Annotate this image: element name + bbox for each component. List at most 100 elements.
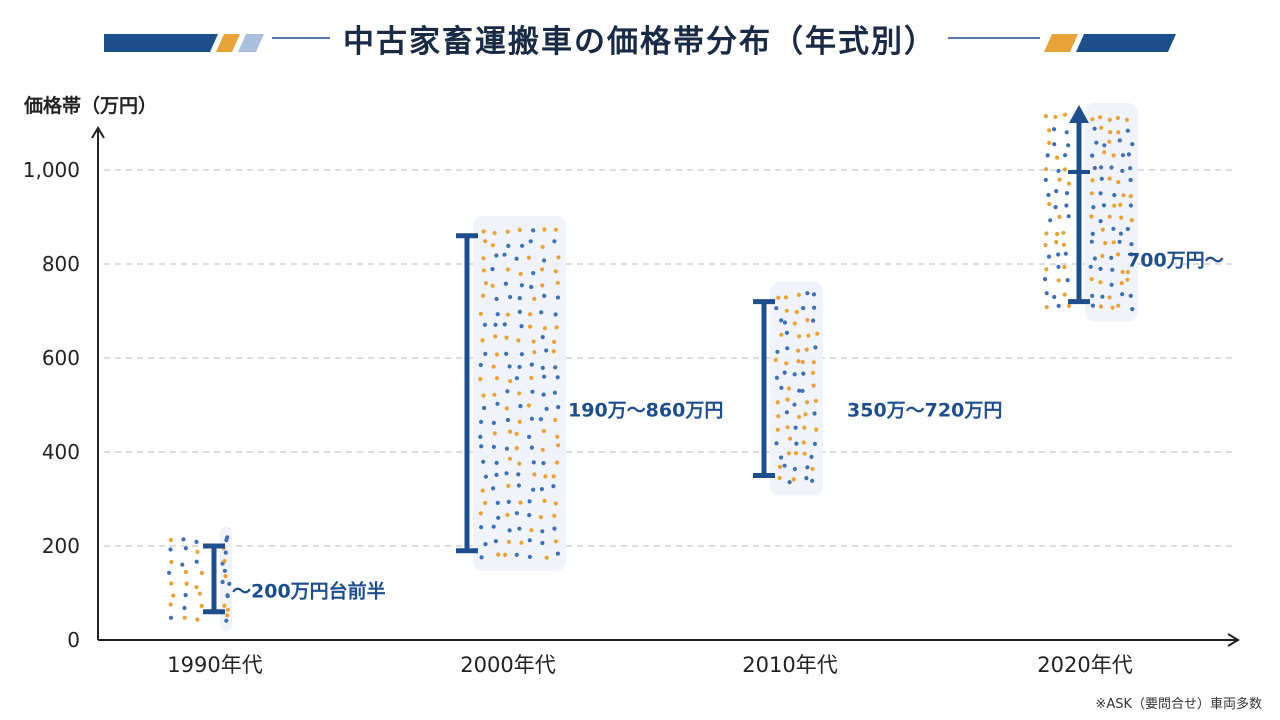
dot (506, 499, 511, 504)
dot (516, 472, 521, 477)
x-axis-arrow (1227, 633, 1240, 647)
dot (786, 451, 792, 456)
x-category-label: 1990年代 (167, 653, 262, 677)
dot (812, 411, 817, 416)
dot (801, 440, 806, 445)
dot (1107, 295, 1112, 300)
dot (195, 617, 200, 622)
dot (531, 487, 536, 492)
dot (542, 326, 548, 331)
title-decoration (104, 34, 1176, 52)
x-category-label: 2010年代 (742, 653, 837, 677)
dot-clouds (167, 103, 1138, 632)
dot (516, 483, 522, 488)
y-tick-label: 800 (42, 252, 80, 276)
dot (541, 429, 546, 434)
dot (1043, 177, 1048, 182)
dot (1044, 231, 1049, 236)
dot (787, 480, 792, 485)
dot (1090, 117, 1095, 122)
dot (1116, 303, 1121, 308)
dot (1056, 168, 1061, 173)
y-tick-label: 0 (67, 628, 80, 652)
dot (171, 593, 176, 598)
dot (517, 364, 522, 370)
dot (776, 414, 781, 419)
range-label: 350万～720万円 (847, 400, 1002, 422)
y-tick-label: 600 (42, 346, 80, 370)
dot (481, 293, 486, 298)
dot (809, 454, 814, 459)
dot (553, 539, 559, 544)
dot (1044, 291, 1049, 296)
dot (1052, 294, 1057, 300)
dot (1064, 191, 1070, 196)
dot (1044, 305, 1049, 310)
dot (540, 540, 545, 546)
dot (481, 256, 486, 261)
dot (503, 552, 508, 558)
dot (1117, 138, 1122, 143)
dot (526, 255, 532, 260)
title-deco-stripe-orange-right (1044, 34, 1078, 52)
dot (194, 559, 199, 564)
dot (1053, 205, 1058, 210)
dot (779, 455, 784, 460)
dot (1057, 214, 1062, 219)
dot (528, 239, 533, 244)
dot (506, 483, 511, 488)
dot (782, 370, 787, 375)
dot (540, 267, 545, 272)
dot (528, 324, 533, 329)
dot (1128, 177, 1133, 183)
dot (544, 555, 549, 560)
dot (552, 513, 557, 518)
dot (1107, 214, 1112, 219)
dot (793, 425, 798, 430)
dot (494, 352, 499, 357)
dot (483, 474, 488, 479)
dot (1116, 130, 1121, 135)
dot (482, 405, 487, 411)
dot (222, 603, 227, 608)
dot (505, 417, 510, 423)
dot (543, 474, 548, 479)
dot (490, 243, 495, 248)
dot (1099, 165, 1104, 170)
dot (527, 554, 533, 560)
dot (774, 441, 779, 446)
dot (784, 361, 789, 366)
dot (514, 552, 519, 557)
dot (810, 478, 815, 483)
dot (1045, 153, 1050, 158)
dot (529, 416, 535, 421)
x-category-label: 2000年代 (460, 653, 555, 677)
dot (785, 397, 790, 402)
dot (519, 540, 524, 545)
dot (541, 461, 546, 466)
dot (220, 579, 225, 585)
dot (493, 322, 498, 327)
dot (1100, 294, 1105, 299)
range-label: 190万～860万円 (568, 400, 723, 422)
range-labels: ～200万円台前半 190万～860万円 350万～720万円 700万円～ (232, 249, 1224, 602)
chart-title: 中古家畜運搬車の価格帯分布（年式別） (343, 24, 937, 60)
dot (527, 499, 532, 504)
dot (1125, 128, 1130, 133)
dot (505, 312, 510, 317)
dot (1046, 192, 1051, 198)
dot (482, 322, 487, 327)
dot (1043, 167, 1049, 172)
dot (168, 615, 174, 620)
dot (1056, 252, 1061, 257)
dot (1125, 226, 1130, 232)
dot (518, 500, 523, 505)
dot (480, 488, 485, 493)
dot (504, 446, 509, 451)
dot (1067, 303, 1072, 309)
dot (800, 359, 805, 365)
dot (1053, 114, 1058, 120)
dot (784, 330, 790, 335)
dot (182, 615, 187, 620)
dot (1107, 176, 1112, 181)
